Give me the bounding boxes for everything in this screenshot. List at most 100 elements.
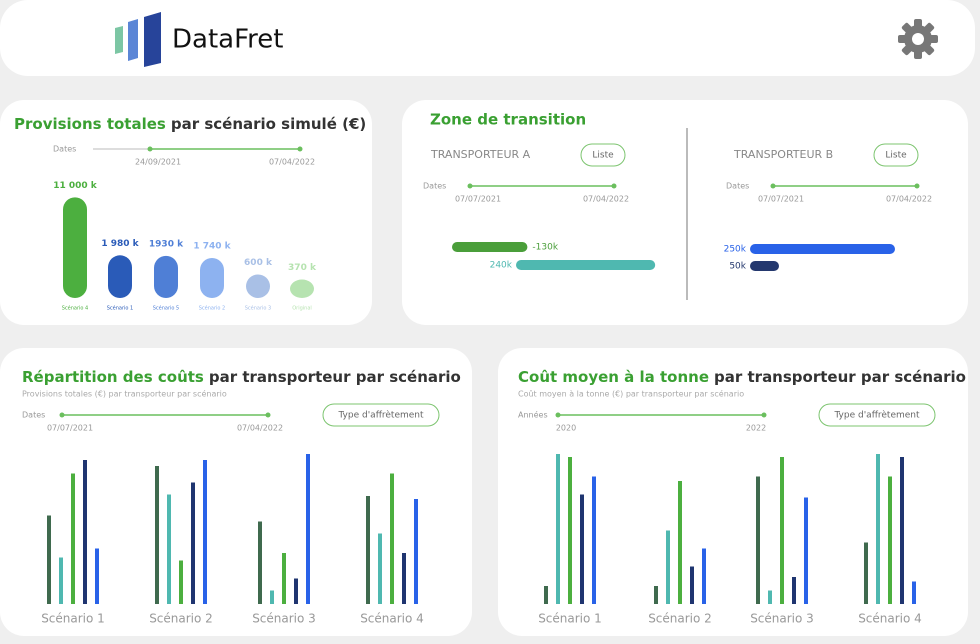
- bar: [756, 476, 760, 604]
- button[interactable]: [873, 143, 919, 167]
- bar: [63, 197, 87, 298]
- bar: [452, 242, 528, 252]
- slider-handle[interactable]: [761, 412, 767, 418]
- button[interactable]: [322, 403, 440, 427]
- category-label: Scénario 3: [245, 305, 272, 312]
- category-label: Scénario 2: [199, 305, 226, 312]
- bar: [294, 578, 298, 604]
- category-label: Scénario 4: [360, 612, 424, 626]
- category-label: Scénario 1: [41, 612, 105, 626]
- date-end: 07/04/2022: [237, 424, 283, 433]
- panel: [0, 100, 372, 325]
- bar: [568, 457, 572, 604]
- button[interactable]: [818, 403, 936, 427]
- slider-handle[interactable]: [914, 183, 920, 189]
- category-label: Scénario 1: [107, 305, 134, 312]
- bar: [678, 481, 682, 604]
- button-label[interactable]: Liste: [592, 151, 614, 161]
- date-label: Dates: [423, 182, 446, 191]
- date-start: 07/07/2021: [455, 195, 501, 204]
- slider-handle[interactable]: [147, 146, 153, 152]
- bar: [702, 548, 706, 604]
- bar: [390, 473, 394, 604]
- bar: [912, 581, 916, 604]
- category-label: Scénario 3: [252, 612, 316, 626]
- subtitle: Provisions totales (€) par transporteur …: [22, 389, 227, 399]
- bar: [203, 460, 207, 604]
- panel-title: Coût moyen à la tonne par transporteur pa…: [518, 368, 966, 386]
- bar: [95, 548, 99, 604]
- bar: [888, 476, 892, 604]
- bar: [792, 577, 796, 604]
- bar: [864, 542, 868, 604]
- button-label[interactable]: Liste: [885, 151, 907, 161]
- title-strong: Provisions totales: [14, 115, 166, 133]
- date-start: 07/07/2021: [47, 424, 93, 433]
- title-rest: par transporteur par scénario: [714, 368, 966, 386]
- bar: [282, 553, 286, 604]
- bar: [155, 466, 159, 604]
- bar: [750, 261, 779, 271]
- value-label: 50k: [729, 262, 746, 272]
- carrier-name: TRANSPORTEUR A: [430, 148, 531, 161]
- date-end: 2022: [746, 424, 766, 433]
- date-start: 24/09/2021: [135, 158, 181, 167]
- panel-title: Provisions totales par scénario simulé (€…: [14, 115, 366, 133]
- slider-handle[interactable]: [770, 183, 776, 189]
- date-end: 07/04/2022: [886, 195, 932, 204]
- date-start: 07/07/2021: [758, 195, 804, 204]
- bar: [780, 457, 784, 604]
- panel-title: Répartition des coûts par transporteur pa…: [22, 368, 461, 386]
- bar: [666, 530, 670, 604]
- bar: [59, 557, 63, 604]
- panel-title: Zone de transition: [430, 111, 586, 129]
- date-end: 07/04/2022: [269, 158, 315, 167]
- category-label: Scénario 4: [62, 305, 89, 312]
- panel: [402, 100, 968, 325]
- value-label: 240k: [490, 261, 513, 271]
- bar: [804, 497, 808, 604]
- bar: [544, 586, 548, 604]
- bar: [876, 454, 880, 604]
- value-label: -130k: [532, 243, 558, 253]
- bar: [768, 590, 772, 604]
- bar: [258, 521, 262, 604]
- slider-handle[interactable]: [297, 146, 303, 152]
- bar: [366, 496, 370, 604]
- bar: [47, 515, 51, 604]
- title-rest: par transporteur par scénario: [209, 368, 461, 386]
- subtitle: Coût moyen à la tonne (€) par transporte…: [518, 389, 744, 399]
- button-label[interactable]: Type d'affrètement: [337, 410, 424, 421]
- title-strong: Coût moyen à la tonne: [518, 368, 709, 386]
- date-label: Dates: [22, 411, 45, 420]
- bar: [270, 590, 274, 604]
- slider-handle[interactable]: [611, 183, 617, 189]
- bar: [654, 586, 658, 604]
- title-rest: par scénario simulé (€): [171, 115, 366, 133]
- value-label: 250k: [724, 245, 747, 255]
- slider-handle[interactable]: [265, 412, 271, 418]
- settings-button[interactable]: [898, 19, 938, 59]
- bar: [306, 454, 310, 604]
- category-label: Scénario 5: [153, 305, 180, 312]
- value-label: 600 k: [244, 258, 273, 268]
- bar: [246, 274, 270, 298]
- category-label: Scénario 2: [149, 612, 213, 626]
- category-label: Scénario 3: [750, 612, 814, 626]
- date-label: Années: [518, 410, 548, 420]
- header-bar: [0, 0, 975, 76]
- button[interactable]: [580, 143, 626, 167]
- slider-handle[interactable]: [59, 412, 65, 418]
- button-label[interactable]: Type d'affrètement: [833, 410, 920, 421]
- value-label: 1 980 k: [101, 239, 139, 249]
- bar: [556, 454, 560, 604]
- slider-handle[interactable]: [555, 412, 561, 418]
- bar: [516, 260, 656, 270]
- bar: [414, 499, 418, 604]
- bar: [167, 494, 171, 604]
- slider-handle[interactable]: [467, 183, 473, 189]
- bar: [108, 255, 132, 298]
- bar: [71, 473, 75, 604]
